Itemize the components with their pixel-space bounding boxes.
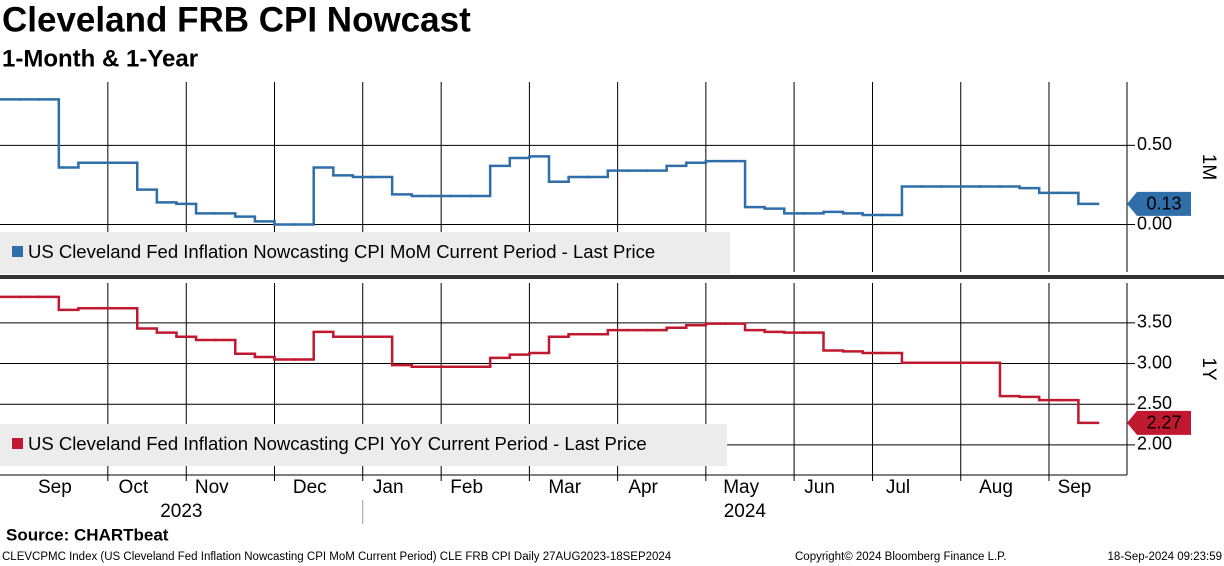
y-tick-label: 2.00 (1137, 434, 1172, 454)
last-value-box (1127, 410, 1191, 435)
x-tick-label: Jan (373, 477, 404, 498)
x-tick-label: Oct (119, 477, 149, 498)
year-label: 2023 (160, 501, 202, 522)
x-tick-label: Sep (1058, 477, 1092, 498)
y-tick-label: 2.50 (1137, 393, 1172, 413)
x-tick-label: Apr (628, 477, 658, 498)
x-tick-label: Jul (886, 477, 910, 498)
year-label: 2024 (724, 501, 767, 522)
legend-label: US Cleveland Fed Inflation Nowcasting CP… (28, 433, 647, 454)
legend-swatch (12, 246, 23, 257)
y-axis-label: 1Y (1198, 357, 1219, 381)
footer-right: 18-Sep-2024 09:23:59 (1108, 551, 1222, 563)
x-tick-label: Sep (38, 477, 72, 498)
last-value-box (1127, 191, 1191, 216)
legend-swatch (12, 438, 23, 449)
y-tick-label: 3.50 (1137, 312, 1172, 332)
x-tick-label: Mar (548, 477, 581, 498)
y-axis-label: 1M (1198, 154, 1219, 180)
x-tick-label: Feb (450, 477, 483, 498)
x-tick-label: Jun (804, 477, 835, 498)
y-tick-label: 3.00 (1137, 352, 1172, 372)
last-value-label: 2.27 (1146, 413, 1181, 433)
x-tick-label: May (723, 477, 759, 498)
x-tick-label: Aug (979, 477, 1013, 498)
y-tick-label: 0.00 (1137, 213, 1172, 233)
chart-subtitle: 1-Month & 1-Year (2, 45, 198, 72)
legend-box (0, 424, 727, 466)
legend-box (0, 232, 730, 274)
x-tick-label: Dec (293, 477, 327, 498)
x-tick-label: Nov (195, 477, 229, 498)
chart-title: Cleveland FRB CPI Nowcast (2, 0, 471, 39)
y-tick-label: 0.50 (1137, 134, 1172, 154)
last-value-label: 0.13 (1146, 194, 1181, 214)
source: Source: CHARTbeat (6, 525, 169, 544)
legend-label: US Cleveland Fed Inflation Nowcasting CP… (28, 241, 655, 262)
footer-center: Copyright© 2024 Bloomberg Finance L.P. (795, 551, 1007, 563)
footer-left: CLEVCPMC Index (US Cleveland Fed Inflati… (2, 551, 672, 563)
